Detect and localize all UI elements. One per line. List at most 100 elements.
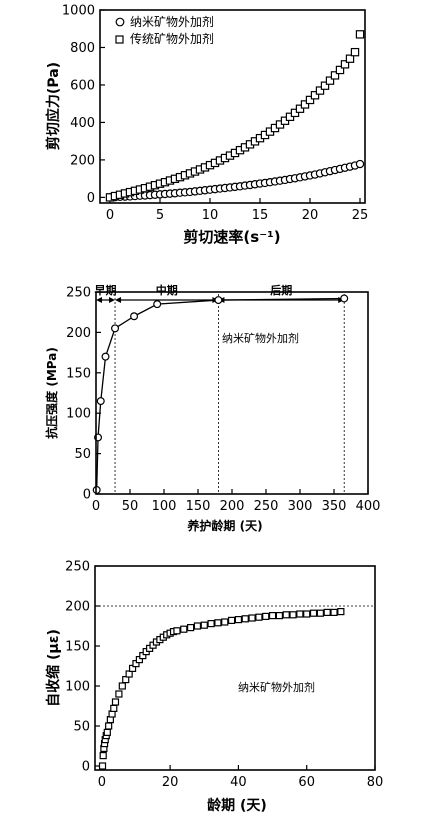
shrinkage-data-point	[275, 611, 283, 620]
shrinkage-data-point	[110, 704, 118, 712]
y-tick-label: 0	[82, 760, 90, 775]
x-tick-label: 250	[254, 499, 279, 514]
traditional-data-point	[305, 95, 315, 105]
chart1-plot-frame	[99, 9, 366, 204]
x-tick-label: 40	[230, 775, 247, 790]
x-tick-label: 15	[252, 208, 269, 223]
traditional-data-point	[340, 60, 350, 69]
chart3-y-axis-label: 自收缩 (με)	[45, 629, 62, 707]
y-tick-label: 50	[73, 720, 90, 735]
shrinkage-data-point	[268, 611, 277, 620]
chart1-y-axis-label: 剪切应力(Pa)	[45, 62, 62, 150]
chart3-x-axis-label: 龄期 (天)	[207, 797, 267, 814]
y-tick-label: 600	[70, 78, 95, 93]
traditional-data-point	[355, 30, 365, 39]
shrinkage-data-point	[309, 609, 318, 617]
x-tick-label: 60	[298, 775, 315, 790]
y-tick-label: 200	[65, 600, 90, 615]
shrinkage-data-point	[289, 611, 297, 619]
shrinkage-data-point	[98, 762, 107, 770]
shrinkage-data-point	[262, 612, 270, 621]
shrinkage-data-point	[227, 616, 236, 625]
shrinkage-data-point	[103, 728, 111, 736]
legend-label-traditional: 传统矿物外加剂	[130, 31, 214, 46]
y-tick-label: 0	[83, 488, 91, 503]
x-tick-label: 10	[202, 208, 219, 223]
strength-data-point	[130, 312, 139, 321]
x-tick-label: 400	[356, 499, 381, 514]
y-tick-label: 200	[70, 153, 95, 168]
chart2-annotation: 纳米矿物外加剂	[222, 331, 299, 345]
y-tick-label: 50	[74, 447, 91, 462]
shrinkage-data-point	[214, 619, 222, 627]
legend-square-marker	[115, 35, 124, 44]
y-tick-label: 200	[66, 326, 91, 341]
phase-label: 中期	[156, 283, 178, 297]
traditional-data-point	[335, 65, 345, 75]
shrinkage-data-point	[241, 615, 249, 623]
x-tick-label: 300	[288, 499, 313, 514]
y-tick-label: 150	[66, 366, 91, 381]
chart1-x-axis-label: 剪切速率(s⁻¹)	[183, 228, 280, 246]
chart3-annotation: 纳米矿物外加剂	[238, 680, 315, 694]
shrinkage-data-point	[221, 618, 229, 626]
traditional-data-point	[295, 104, 305, 113]
traditional-data-point	[310, 91, 320, 100]
phase-arrowhead	[96, 297, 102, 303]
chart2-y-axis-label: 抗压强度 (MPa)	[44, 347, 59, 439]
shrinkage-data-point	[99, 752, 107, 760]
strength-data-point	[111, 324, 120, 333]
y-tick-label: 150	[65, 640, 90, 655]
shrinkage-data-point	[180, 625, 188, 633]
y-tick-label: 1000	[62, 4, 95, 19]
strength-data-point	[101, 352, 110, 361]
shrinkage-data-point	[105, 722, 113, 730]
phase-arrowhead	[109, 297, 116, 303]
chart1-marks	[105, 30, 365, 202]
phase-label: 早期	[95, 283, 117, 297]
chart2-x-axis-label: 养护龄期 (天)	[186, 518, 262, 533]
chart1-legend: 纳米矿物外加剂 传统矿物外加剂	[115, 14, 214, 46]
y-tick-label: 250	[66, 286, 91, 301]
shrinkage-data-point	[303, 610, 311, 618]
x-tick-label: 20	[162, 775, 179, 790]
chart2-ticks: 0 50 100 150 200 250 300 350 400 0 50 100 150 200 250	[66, 286, 380, 515]
shrinkage-data-point	[330, 608, 338, 617]
x-tick-label: 0	[106, 208, 114, 223]
shrinkage-data-point	[187, 623, 195, 632]
y-tick-label: 100	[66, 407, 91, 422]
shrinkage-data-point	[115, 690, 123, 698]
shrinkage-data-point	[207, 619, 215, 628]
traditional-data-point	[350, 47, 360, 57]
traditional-data-point	[330, 71, 340, 80]
traditional-data-point	[300, 100, 310, 109]
x-tick-label: 350	[322, 499, 347, 514]
shrinkage-data-point	[255, 613, 263, 621]
traditional-data-point	[325, 76, 335, 85]
shrinkage-data-point	[296, 610, 304, 618]
nano-data-point	[355, 159, 365, 169]
x-tick-label: 0	[92, 499, 100, 514]
x-tick-label: 200	[220, 499, 245, 514]
x-tick-label: 80	[367, 775, 384, 790]
shrinkage-data-point	[111, 698, 120, 706]
shrinkage-data-point	[337, 607, 345, 616]
legend-label-nano: 纳米矿物外加剂	[130, 14, 214, 29]
chart1-ticks: 0 5 10 15 20 25 0 200 400 600 800 1000	[62, 4, 368, 224]
chart3-marks	[95, 605, 375, 770]
x-tick-label: 50	[122, 499, 139, 514]
y-tick-label: 0	[87, 191, 95, 206]
legend-circle-marker	[115, 17, 125, 27]
shrinkage-data-point	[316, 609, 324, 617]
shear-stress-chart: 0 5 10 15 20 25 0 200 400 600 800 1000 纳米矿物外加剂 传统矿物…	[45, 4, 368, 247]
shrinkage-data-point	[323, 608, 331, 617]
chart2-plot-frame	[95, 291, 369, 495]
y-tick-label: 400	[70, 116, 95, 131]
phase-arrowhead	[115, 297, 122, 303]
x-tick-label: 25	[352, 208, 369, 223]
x-tick-label: 20	[302, 208, 319, 223]
compressive-strength-chart: 早期 中期 后期 0 50 100 150 200 250 300 350 400 0 50 100 150…	[44, 283, 380, 533]
strength-data-point	[214, 296, 223, 305]
x-tick-label: 150	[186, 499, 211, 514]
